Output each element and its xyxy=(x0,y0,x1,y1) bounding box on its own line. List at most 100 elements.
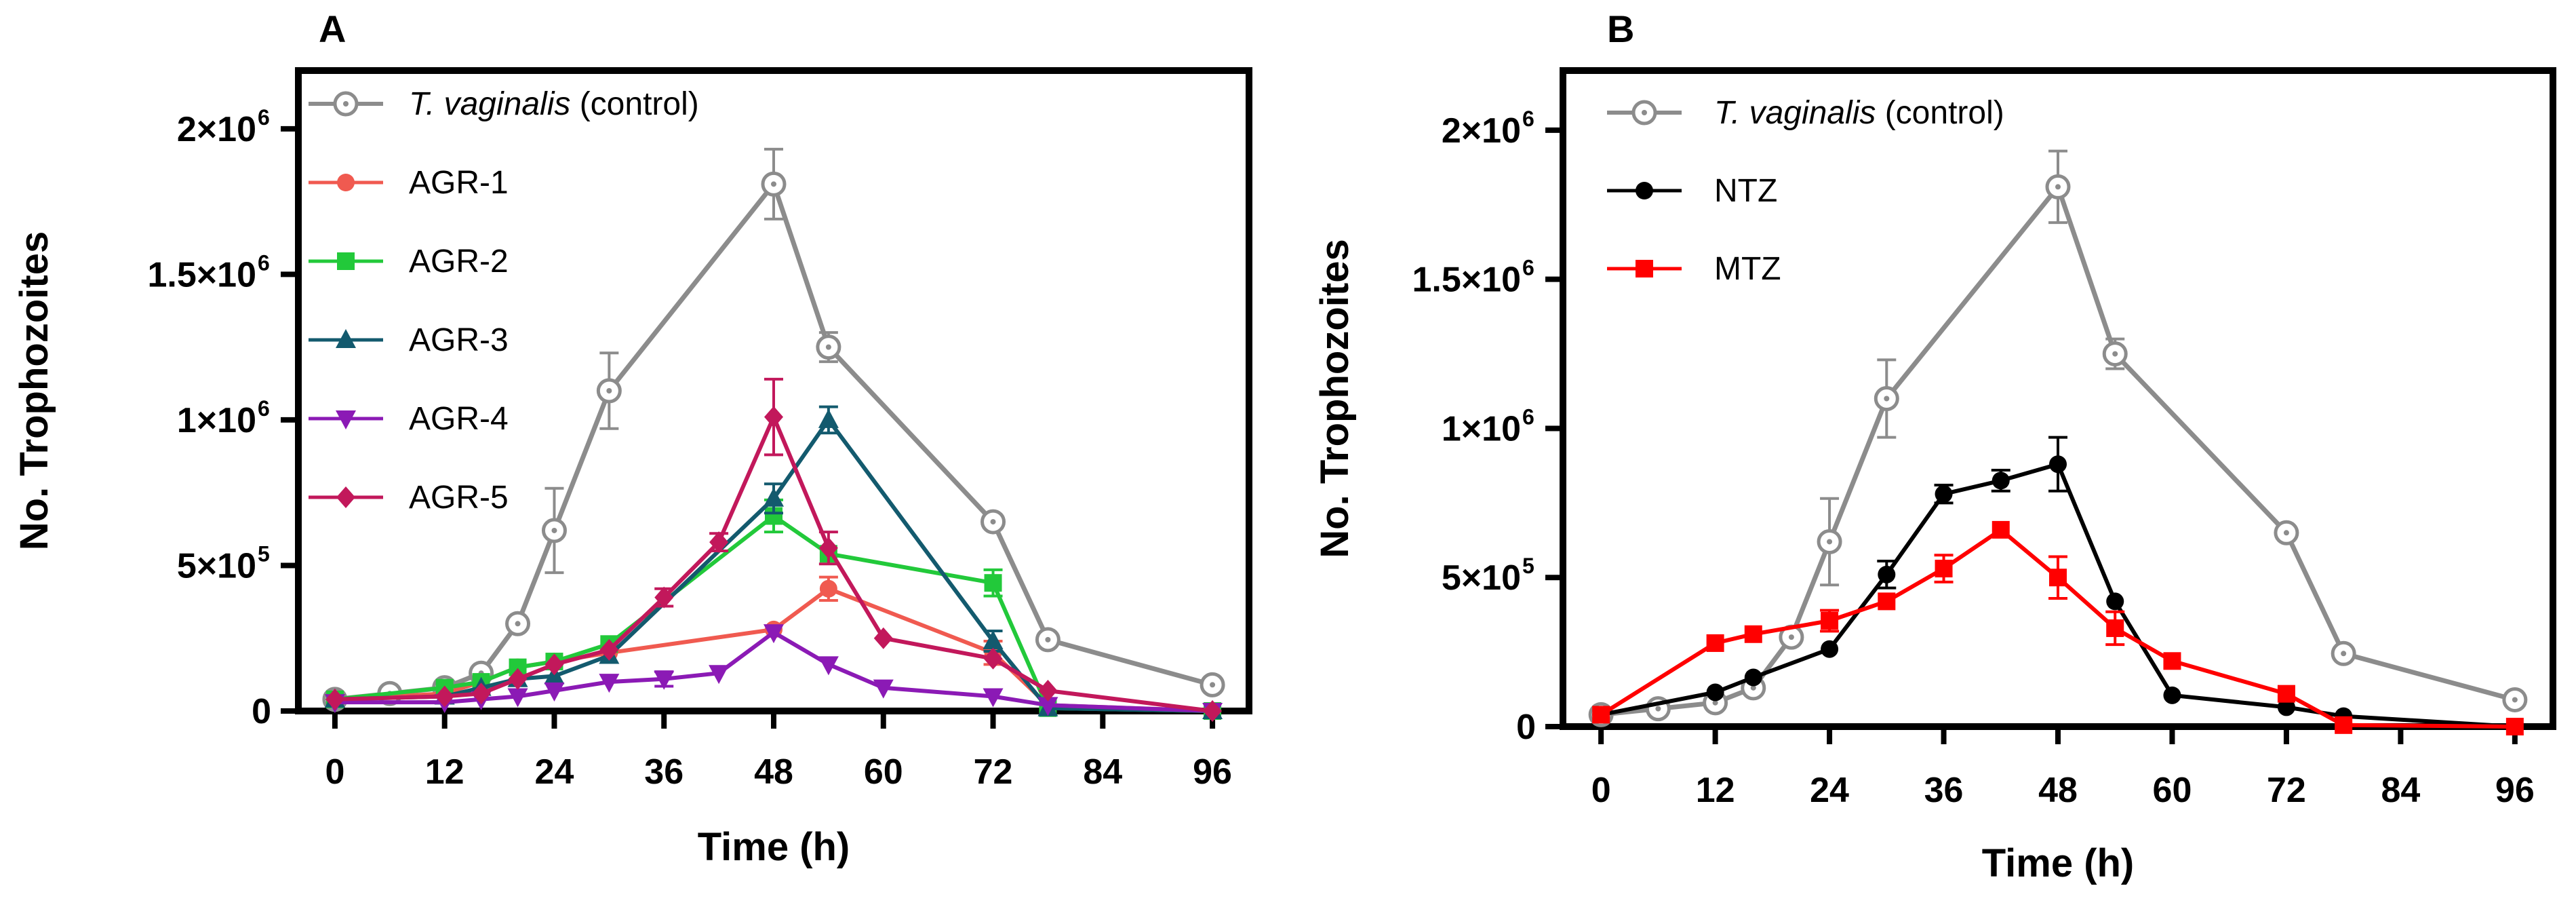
panel-a-ytick-label: 1.5×10 xyxy=(148,255,257,294)
panel-a-ytick-label: 1×10 xyxy=(177,401,256,440)
panel-a-series-agr-4-point xyxy=(1037,697,1058,716)
panel-a-series-agr-5-point xyxy=(599,638,619,661)
panel-b-series-t-vaginalis-point-center xyxy=(2512,697,2518,703)
panel-b-series-ntz-point xyxy=(2163,686,2181,704)
panel-a-series-agr-5-point xyxy=(654,586,674,609)
panel-b-series-mtz-point xyxy=(2049,569,2067,587)
panel-b-xtick-label: 0 xyxy=(1591,771,1611,810)
panel-a-x-axis-title: Time (h) xyxy=(698,825,850,869)
panel-b-legend-item-t-vaginalis-species: T. vaginalis xyxy=(1714,95,1876,131)
panel-a-ytick-label: 2×10 xyxy=(177,110,256,149)
panel-b-series-mtz-point xyxy=(1592,706,1610,724)
panel-b-series-mtz-point xyxy=(2106,619,2124,637)
panel-a-series-agr-5-point xyxy=(764,406,783,428)
panel-a-legend-item-t-vaginalis-marker-center xyxy=(343,101,349,107)
panel-a-series-agr-5-point xyxy=(709,531,729,554)
panel-b-series-ntz-point xyxy=(1878,565,1896,583)
panel-a-series-t-vaginalis-point-center xyxy=(551,527,557,533)
panel-a-series-agr-2-line xyxy=(334,514,1213,713)
panel-b-ytick-exponent: 5 xyxy=(1522,554,1534,578)
panel-b-series-ntz-point xyxy=(1935,485,1953,503)
panel-a-series-t-vaginalis-point-center xyxy=(990,519,996,525)
panel-a-legend-item-agr-3: AGR-3 xyxy=(309,322,509,358)
panel-a-chart: A05×10 51×10 61.5×10 62×10 60 12 24 36 48 60 72 84 9… xyxy=(12,7,1252,869)
panel-a-series-agr-3-point xyxy=(983,630,1004,650)
panel-a-xtick-label: 12 xyxy=(425,752,464,792)
panel-a-legend: T. vaginalis (control) AGR-1 AGR-2 AGR-3 AGR… xyxy=(309,86,699,516)
panel-b-series-t-vaginalis-point-center xyxy=(1750,685,1756,691)
panel-b-legend-item-t-vaginalis-qualifier: (control) xyxy=(1876,95,2004,131)
panel-a-y-axis-title: No. Trophozoites xyxy=(12,231,56,550)
panel-a-legend-item-agr-5-label: AGR-5 xyxy=(409,480,509,516)
panel-b-xtick-label: 84 xyxy=(2381,771,2420,810)
panel-a-ytick-exponent: 6 xyxy=(258,396,270,421)
panel-b-letter: B xyxy=(1607,7,1634,50)
panel-b-ytick-exponent: 6 xyxy=(1522,107,1534,131)
panel-a-series-agr-4-line xyxy=(334,630,1213,713)
panel-b-legend-item-mtz-label: MTZ xyxy=(1714,251,1781,287)
panel-a-legend-item-agr-1-marker xyxy=(337,174,355,191)
panel-a-series-agr-5-point xyxy=(471,683,491,705)
panel-b-legend-item-ntz-marker xyxy=(1636,182,1653,199)
panel-b-series-ntz-point xyxy=(1821,640,1839,658)
panel-b-y-axis-title: No. Trophozoites xyxy=(1313,239,1357,558)
panel-a-ytick-label: 5×10 xyxy=(177,546,256,585)
panel-b-ytick-label: 0 xyxy=(1516,708,1536,747)
panel-b-series-ntz-point xyxy=(2049,455,2067,474)
panel-a-legend-item-agr-4-marker xyxy=(336,410,356,429)
panel-b-series-t-vaginalis xyxy=(1588,149,2528,727)
panel-a-series-agr-4-point xyxy=(709,665,730,685)
panel-b-series-ntz-point xyxy=(2277,698,2295,716)
panel-a-legend-item-agr-2-label: AGR-2 xyxy=(409,244,509,280)
panel-a-series-t-vaginalis-point-center xyxy=(1045,636,1051,642)
panel-a-xtick-label: 0 xyxy=(325,752,344,792)
panel-a-series-agr-5 xyxy=(325,377,1223,722)
panel-b-legend: T. vaginalis (control) NTZ MTZ xyxy=(1607,95,2004,287)
panel-a-series-agr-2 xyxy=(325,498,1222,720)
panel-b-legend-item-ntz-label: NTZ xyxy=(1714,173,1777,209)
panel-b-ytick-exponent: 6 xyxy=(1522,404,1534,429)
panel-b-xtick-label: 36 xyxy=(1924,771,1964,810)
panel-b-series-t-vaginalis-point-center xyxy=(2055,184,2061,190)
panel-a-series-agr-3-point xyxy=(764,487,784,507)
panel-b-series-ntz xyxy=(1592,436,2524,735)
panel-b-series-mtz-point xyxy=(2277,685,2295,703)
panel-a-series-agr-5-line xyxy=(334,415,1213,713)
panel-b-ytick-label: 5×10 xyxy=(1442,558,1521,598)
panel-a-legend-item-agr-5-marker xyxy=(336,486,355,508)
panel-b-series-mtz-point xyxy=(1992,520,2010,539)
panel-a-series-agr-4 xyxy=(324,624,1223,722)
panel-a-ytick-exponent: 5 xyxy=(258,541,270,566)
panel-b-series-mtz-point xyxy=(1706,634,1724,652)
panel-b-chart: B05×10 51×10 61.5×10 62×10 60 12 24 36 48 60 72 84 9… xyxy=(1313,7,2556,885)
panel-a-series-agr-4-point xyxy=(818,656,839,676)
panel-b-series-mtz-point xyxy=(1878,592,1896,611)
panel-b-series-mtz-point xyxy=(2335,716,2353,734)
panel-b-legend-item-t-vaginalis-label: T. vaginalis (control) xyxy=(1714,95,2004,131)
panel-b-series-mtz-point xyxy=(1744,625,1762,643)
panel-b-legend-item-mtz-marker xyxy=(1636,260,1653,277)
panel-a-series-agr-5-point xyxy=(508,668,528,690)
panel-b-x-axis-title: Time (h) xyxy=(1982,841,2135,885)
panel-b-legend-item-mtz: MTZ xyxy=(1607,251,1781,287)
panel-a-xtick-label: 24 xyxy=(535,752,574,792)
panel-a-series-agr-5-point xyxy=(873,627,893,649)
panel-a-series-agr-2-point xyxy=(984,574,1002,592)
panel-b-xtick-label: 72 xyxy=(2267,771,2306,810)
panel-a-series-agr-1-point xyxy=(819,579,837,598)
panel-b-series-t-vaginalis-point-center xyxy=(1827,539,1833,545)
panel-b-legend-item-ntz: NTZ xyxy=(1607,173,1777,209)
panel-a-legend-item-agr-2: AGR-2 xyxy=(309,244,509,280)
panel-b-ytick-label: 1.5×10 xyxy=(1412,261,1522,300)
panel-a-series-agr-4-point xyxy=(654,670,675,690)
panel-b-series-t-vaginalis-point-center xyxy=(1712,699,1718,706)
panel-b-series-ntz-point xyxy=(1706,683,1724,702)
panel-a-xtick-label: 48 xyxy=(754,752,793,792)
panel-b-ytick-exponent: 6 xyxy=(1522,256,1534,280)
panel-a-xtick-label: 72 xyxy=(974,752,1013,792)
panel-a-series-t-vaginalis-point-center xyxy=(606,388,612,393)
panel-a-series-t-vaginalis-point-center xyxy=(1210,682,1216,688)
panel-b-series-t-vaginalis-point-center xyxy=(1884,396,1890,402)
panel-a-series-agr-4-point xyxy=(507,688,528,708)
